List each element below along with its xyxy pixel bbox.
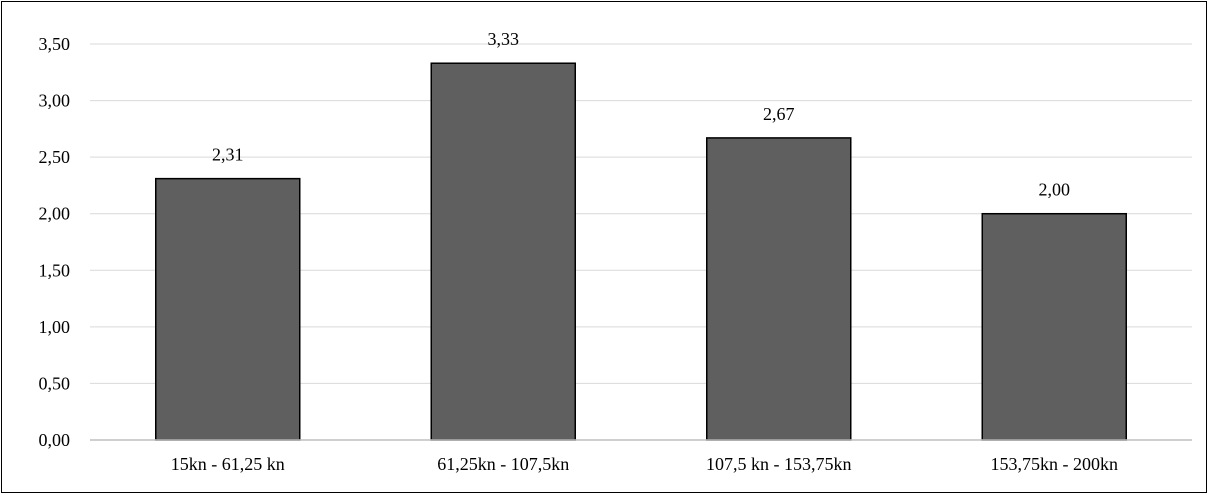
bar (981, 212, 1127, 441)
y-tick-label: 2,00 (39, 204, 71, 224)
y-axis-ticks: 0,00 0,50 1,00 1,50 2,00 2,50 3,00 3,50 (39, 34, 71, 450)
y-tick-label: 0,50 (39, 373, 71, 393)
y-tick-label: 2,50 (39, 147, 71, 167)
x-tick-label: 61,25kn - 107,5kn (437, 454, 569, 474)
data-labels: 2,31 3,33 2,67 2,00 (212, 29, 1070, 199)
y-tick-label: 3,50 (39, 34, 71, 54)
bar (430, 62, 576, 441)
bar (155, 177, 301, 441)
data-label: 2,67 (763, 104, 795, 124)
x-axis-ticks: 15kn - 61,25 kn 61,25kn - 107,5kn 107,5 kn… (171, 454, 1118, 474)
y-tick-label: 1,50 (39, 260, 71, 280)
y-tick-label: 3,00 (39, 91, 71, 111)
x-tick-label: 15kn - 61,25 kn (171, 454, 285, 474)
y-tick-label: 0,00 (39, 430, 71, 450)
data-label: 2,31 (212, 145, 244, 165)
x-tick-label: 153,75kn - 200kn (991, 454, 1119, 474)
data-label: 3,33 (488, 29, 520, 49)
x-tick-label: 107,5 kn - 153,75kn (706, 454, 852, 474)
data-label: 2,00 (1039, 180, 1071, 200)
bar (706, 137, 852, 441)
bars (155, 62, 1127, 441)
y-tick-label: 1,00 (39, 317, 71, 337)
